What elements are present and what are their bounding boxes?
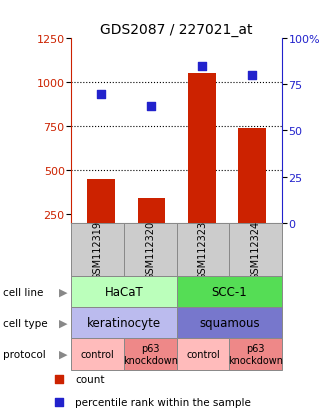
Text: GSM112324: GSM112324: [251, 221, 261, 279]
Text: percentile rank within the sample: percentile rank within the sample: [76, 397, 251, 407]
Text: count: count: [76, 374, 105, 384]
Point: [56, 375, 61, 382]
Text: SCC-1: SCC-1: [212, 286, 247, 299]
Bar: [229, 223, 282, 277]
Text: control: control: [186, 349, 220, 359]
Bar: [71, 308, 177, 339]
Bar: [71, 339, 124, 370]
Bar: [87, 179, 115, 223]
Point: [149, 104, 154, 111]
Bar: [188, 74, 215, 223]
Text: cell type: cell type: [3, 318, 48, 328]
Bar: [124, 339, 177, 370]
Point: [56, 399, 61, 405]
Bar: [71, 277, 177, 308]
Text: ▶: ▶: [59, 318, 68, 328]
Bar: [71, 223, 124, 277]
Bar: [229, 339, 282, 370]
Text: GSM112323: GSM112323: [198, 221, 208, 279]
Text: squamous: squamous: [199, 317, 260, 330]
Bar: [138, 199, 165, 223]
Text: GSM112319: GSM112319: [92, 221, 102, 279]
Text: protocol: protocol: [3, 349, 46, 359]
Bar: [177, 223, 229, 277]
Text: control: control: [81, 349, 114, 359]
Bar: [177, 277, 282, 308]
Point: [199, 64, 204, 70]
Text: p63
knockdown: p63 knockdown: [228, 343, 283, 365]
Point: [249, 73, 255, 79]
Text: cell line: cell line: [3, 287, 44, 297]
Text: p63
knockdown: p63 knockdown: [123, 343, 178, 365]
Bar: [177, 308, 282, 339]
Bar: [124, 223, 177, 277]
Bar: [177, 339, 229, 370]
Text: HaCaT: HaCaT: [104, 286, 143, 299]
Title: GDS2087 / 227021_at: GDS2087 / 227021_at: [100, 23, 253, 37]
Text: ▶: ▶: [59, 287, 68, 297]
Text: GSM112320: GSM112320: [145, 221, 155, 279]
Text: keratinocyte: keratinocyte: [87, 317, 161, 330]
Text: ▶: ▶: [59, 349, 68, 359]
Point: [98, 91, 104, 98]
Bar: [238, 128, 266, 223]
